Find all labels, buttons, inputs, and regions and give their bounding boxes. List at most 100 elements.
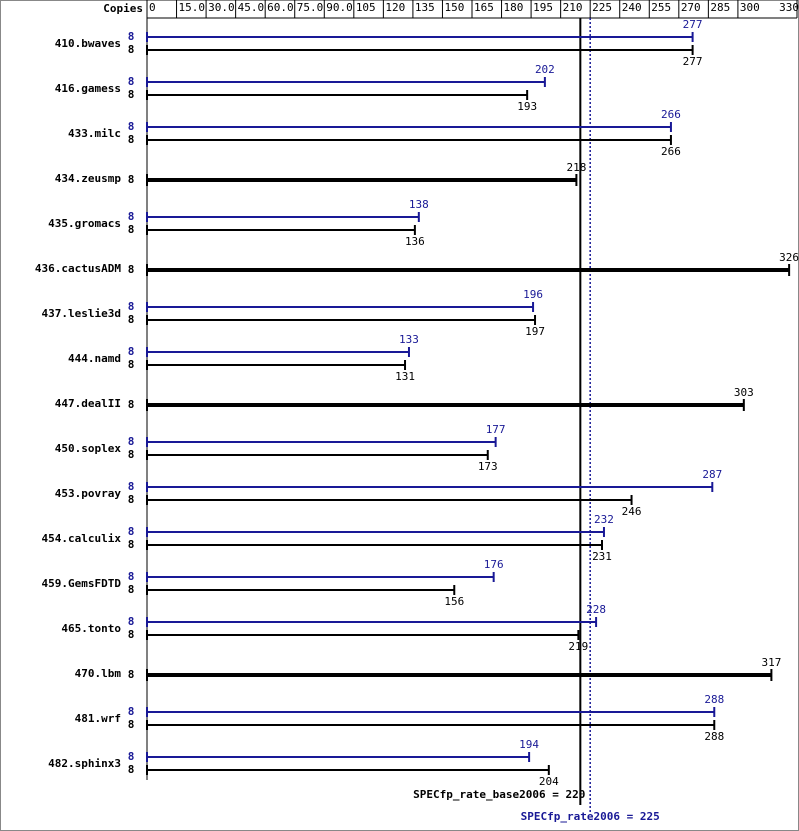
x-tick-label: 135	[415, 1, 435, 14]
value-label: 288	[704, 693, 724, 706]
benchmark-label: 444.namd	[68, 352, 121, 365]
x-tick-label: 60.0	[267, 1, 294, 14]
copies-label: 8	[128, 583, 135, 596]
benchmark-label: 433.milc	[68, 127, 121, 140]
value-label: 317	[761, 656, 781, 669]
value-label: 232	[594, 513, 614, 526]
copies-label: 8	[128, 718, 135, 731]
copies-label: 8	[128, 525, 135, 538]
copies-label: 8	[128, 763, 135, 776]
benchmark-label: 470.lbm	[75, 667, 122, 680]
copies-label: 8	[128, 133, 135, 146]
x-tick-label: 150	[444, 1, 464, 14]
reference-label: SPECfp_rate2006 = 225	[521, 810, 660, 823]
benchmark-label: 437.leslie3d	[42, 307, 121, 320]
value-label: 303	[734, 386, 754, 399]
x-tick-label: 270	[681, 1, 701, 14]
x-tick-label: 90.0	[326, 1, 353, 14]
copies-label: 8	[128, 263, 135, 276]
axis-label: Copies	[103, 2, 143, 15]
x-tick-label: 180	[504, 1, 524, 14]
copies-label: 8	[128, 173, 135, 186]
copies-label: 8	[128, 448, 135, 461]
value-label: 193	[517, 100, 537, 113]
copies-label: 8	[128, 345, 135, 358]
x-tick-label: 165	[474, 1, 494, 14]
x-tick-label: 240	[622, 1, 642, 14]
benchmark-label: 450.soplex	[55, 442, 122, 455]
x-tick-label: 0	[149, 1, 156, 14]
x-tick-label: 75.0	[297, 1, 324, 14]
value-label: 131	[395, 370, 415, 383]
value-label: 197	[525, 325, 545, 338]
value-label: 266	[661, 145, 681, 158]
value-label: 246	[622, 505, 642, 518]
copies-label: 8	[128, 75, 135, 88]
benchmark-label: 434.zeusmp	[55, 172, 122, 185]
value-label: 231	[592, 550, 612, 563]
copies-label: 8	[128, 750, 135, 763]
value-label: 177	[486, 423, 506, 436]
copies-label: 8	[128, 493, 135, 506]
x-tick-label: 45.0	[238, 1, 264, 14]
benchmark-label: 465.tonto	[61, 622, 121, 635]
copies-label: 8	[128, 88, 135, 101]
benchmark-label: 447.dealII	[55, 397, 121, 410]
value-label: 219	[568, 640, 588, 653]
benchmark-label: 435.gromacs	[48, 217, 121, 230]
copies-label: 8	[128, 668, 135, 681]
reference-label: SPECfp_rate_base2006 = 220	[413, 788, 585, 801]
value-label: 136	[405, 235, 425, 248]
x-tick-label: 300	[740, 1, 760, 14]
copies-label: 8	[128, 480, 135, 493]
copies-label: 8	[128, 705, 135, 718]
x-tick-label: 120	[385, 1, 405, 14]
value-label: 277	[683, 55, 703, 68]
value-label: 138	[409, 198, 429, 211]
benchmark-label: 416.gamess	[55, 82, 121, 95]
benchmark-label: 482.sphinx3	[48, 757, 121, 770]
value-label: 204	[539, 775, 559, 788]
copies-label: 8	[128, 223, 135, 236]
x-tick-label: 225	[592, 1, 612, 14]
value-label: 287	[702, 468, 722, 481]
benchmark-label: 453.povray	[55, 487, 122, 500]
benchmark-label: 481.wrf	[75, 712, 121, 725]
value-label: 202	[535, 63, 555, 76]
copies-label: 8	[128, 538, 135, 551]
value-label: 277	[683, 18, 703, 31]
benchmark-label: 410.bwaves	[55, 37, 121, 50]
value-label: 218	[566, 161, 586, 174]
benchmark-label: 459.GemsFDTD	[42, 577, 122, 590]
copies-label: 8	[128, 43, 135, 56]
x-tick-label: 285	[710, 1, 730, 14]
x-tick-label: 15.0	[179, 1, 206, 14]
copies-label: 8	[128, 358, 135, 371]
benchmark-label: 454.calculix	[42, 532, 122, 545]
copies-label: 8	[128, 628, 135, 641]
x-tick-label: 330	[779, 1, 799, 14]
copies-label: 8	[128, 300, 135, 313]
value-label: 156	[444, 595, 464, 608]
value-label: 176	[484, 558, 504, 571]
copies-label: 8	[128, 570, 135, 583]
value-label: 173	[478, 460, 498, 473]
value-label: 288	[704, 730, 724, 743]
x-tick-label: 30.0	[208, 1, 235, 14]
x-tick-label: 105	[356, 1, 376, 14]
x-tick-label: 210	[563, 1, 583, 14]
x-tick-label: 195	[533, 1, 553, 14]
copies-label: 8	[128, 435, 135, 448]
copies-label: 8	[128, 398, 135, 411]
benchmark-label: 436.cactusADM	[35, 262, 121, 275]
copies-label: 8	[128, 615, 135, 628]
value-label: 133	[399, 333, 419, 346]
copies-label: 8	[128, 313, 135, 326]
value-label: 196	[523, 288, 543, 301]
value-label: 266	[661, 108, 681, 121]
value-label: 228	[586, 603, 606, 616]
value-label: 194	[519, 738, 539, 751]
copies-label: 8	[128, 30, 135, 43]
